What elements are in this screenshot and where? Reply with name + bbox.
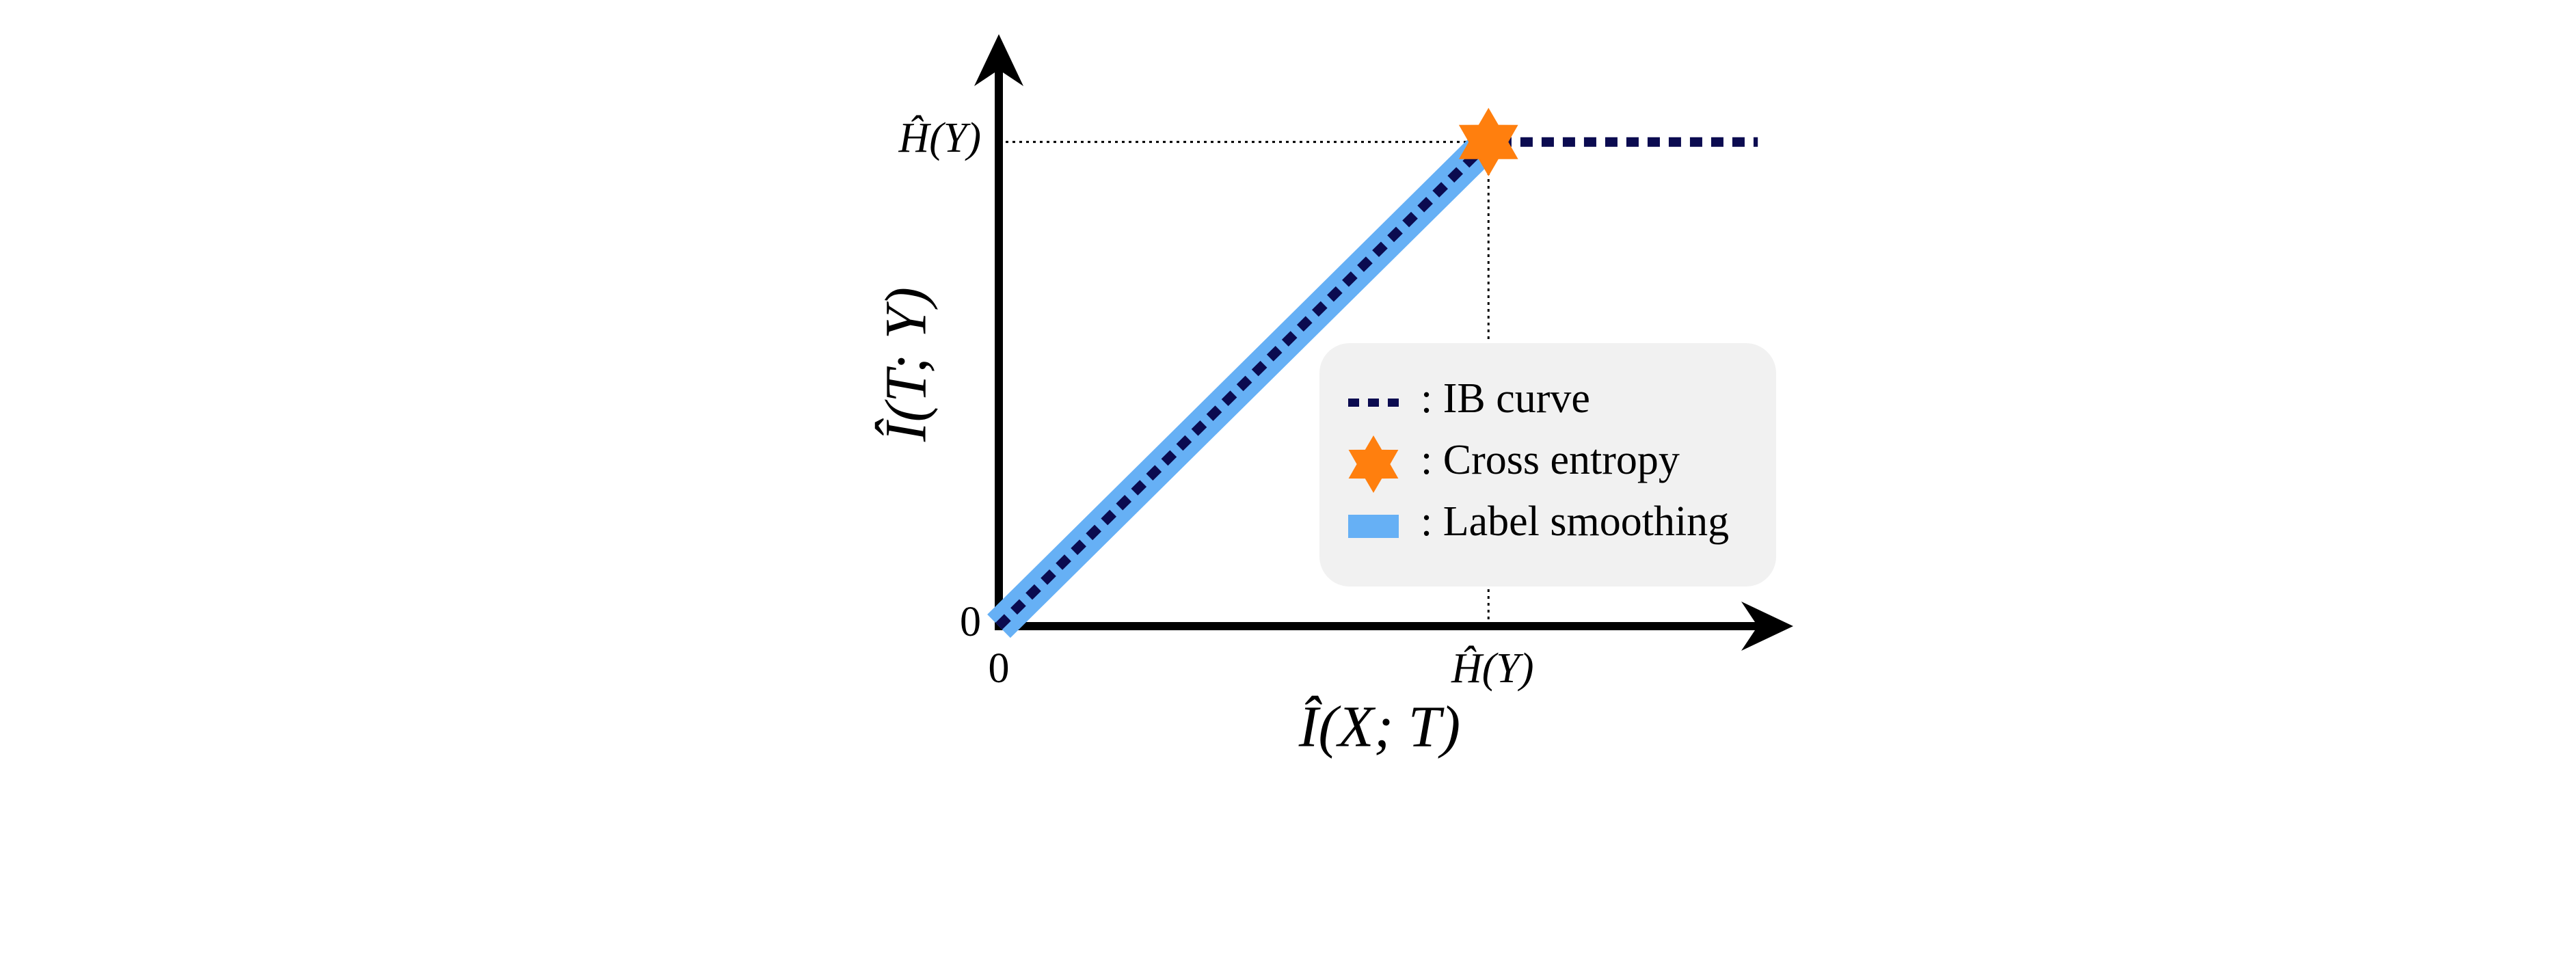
y-tick-label: 0 (960, 599, 981, 645)
legend-star (1348, 435, 1399, 493)
legend-label: : Label smoothing (1421, 498, 1729, 545)
legend-label: : IB curve (1421, 375, 1590, 422)
legend-swatch (1348, 515, 1399, 538)
x-tick-label: Ĥ(Y) (1451, 645, 1534, 692)
y-axis-arrow (974, 34, 1023, 86)
legend-label: : Cross entropy (1421, 437, 1680, 483)
legend: : IB curve : Cross entropy : Label smoothi… (1319, 343, 1776, 587)
y-tick-label: Ĥ(Y) (898, 115, 981, 161)
star-marker (1458, 107, 1518, 176)
legend-box (1319, 343, 1776, 587)
x-axis-label: Î(X; T) (1298, 694, 1460, 759)
x-axis-arrow (1741, 602, 1793, 651)
x-tick-label: 0 (989, 645, 1010, 692)
y-axis-label: Î(T; Y) (873, 287, 939, 442)
